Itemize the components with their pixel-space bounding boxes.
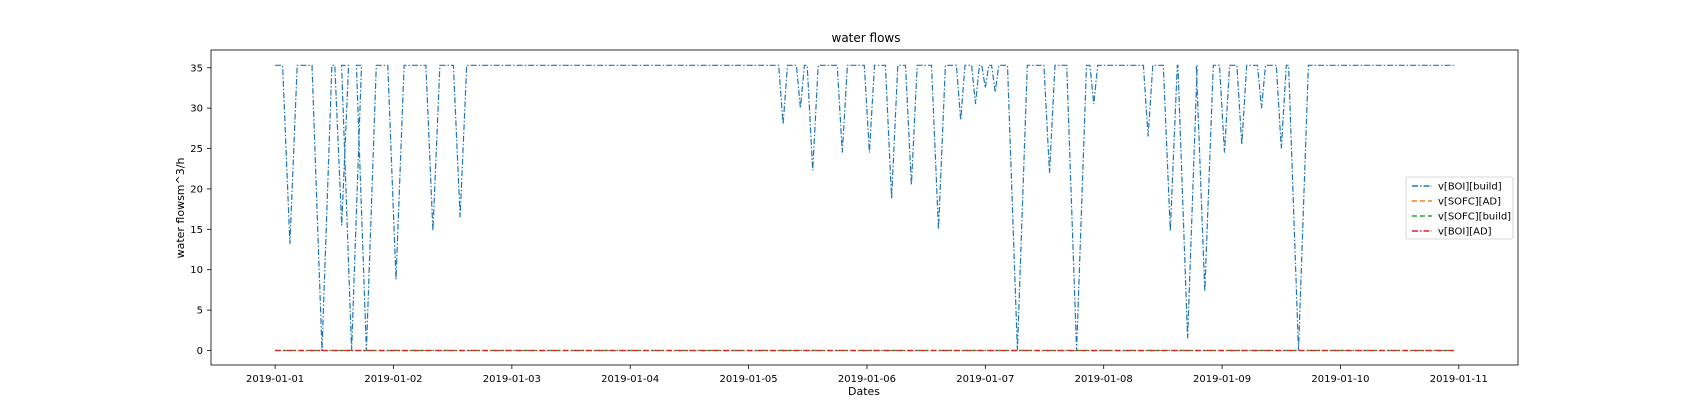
legend-box <box>1405 176 1514 240</box>
y-tick-label: 10 <box>190 265 203 276</box>
x-tick-label: 2019-01-04 <box>601 374 659 385</box>
x-axis: 2019-01-01 2019-01-02 2019-01-03 2019-01-04… <box>246 365 1488 385</box>
y-tick-label: 0 <box>197 346 203 357</box>
x-tick-label: 2019-01-10 <box>1311 374 1369 385</box>
y-axis-label: water flowsm^3/h <box>174 158 187 259</box>
x-tick-label: 2019-01-05 <box>720 374 778 385</box>
x-tick-label: 2019-01-09 <box>1193 374 1251 385</box>
x-tick-label: 2019-01-06 <box>838 374 896 385</box>
legend-label: v[BOI][AD] <box>1438 227 1492 238</box>
x-tick-label: 2019-01-11 <box>1430 374 1488 385</box>
x-axis-label: Dates <box>848 385 880 398</box>
y-axis: 0 5 10 15 20 25 30 35 <box>190 63 211 357</box>
y-tick-label: 5 <box>197 306 203 317</box>
legend-label: v[SOFC][AD] <box>1438 197 1501 208</box>
legend-label: v[SOFC][build] <box>1438 212 1511 223</box>
chart-title: water flows <box>832 31 901 45</box>
x-tick-label: 2019-01-03 <box>483 374 541 385</box>
y-tick-label: 25 <box>190 144 203 155</box>
legend: v[BOI][build] v[SOFC][AD] v[SOFC][build] v[… <box>1405 176 1514 240</box>
x-tick-label: 2019-01-01 <box>246 374 304 385</box>
x-tick-label: 2019-01-07 <box>956 374 1014 385</box>
legend-label: v[BOI][build] <box>1438 182 1502 193</box>
y-tick-label: 30 <box>190 104 203 115</box>
x-tick-label: 2019-01-02 <box>364 374 422 385</box>
y-tick-label: 15 <box>190 225 203 236</box>
series-line-v-boi-build <box>275 64 1454 351</box>
y-tick-label: 20 <box>190 184 203 195</box>
series-layer <box>275 64 1454 352</box>
y-tick-label: 35 <box>190 63 203 74</box>
x-tick-label: 2019-01-08 <box>1075 374 1133 385</box>
plot-frame <box>210 49 1519 366</box>
